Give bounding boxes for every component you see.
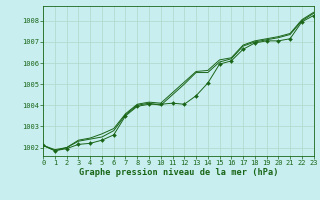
X-axis label: Graphe pression niveau de la mer (hPa): Graphe pression niveau de la mer (hPa) [79, 168, 278, 177]
